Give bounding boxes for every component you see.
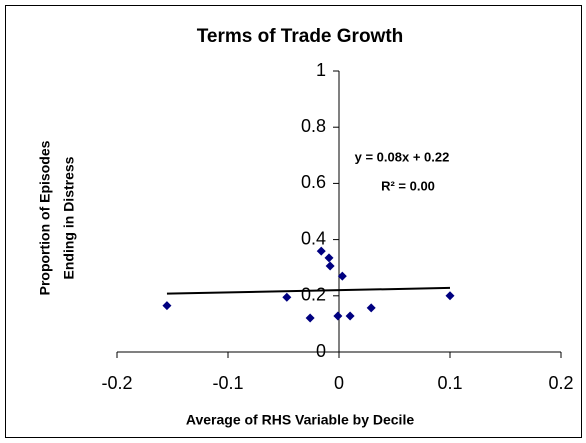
data-point [337,271,347,281]
y-axis-label: Proportion of Episodes [37,140,53,295]
data-point [345,311,355,321]
trend-line [166,286,451,295]
data-point [162,301,172,311]
y-tick-label: 0.4 [301,228,326,248]
trend-r-squared: R² = 0.00 [381,178,435,193]
y-tick-label: 0.6 [301,172,326,192]
data-point [316,246,326,256]
y-tick-label: 0 [316,341,326,361]
chart-border [5,5,582,438]
data-point [445,291,455,301]
x-tick-label: 0 [334,373,344,393]
chart-title: Terms of Trade Growth [197,26,404,47]
data-point [282,292,292,302]
data-point [366,303,376,313]
x-tick-label: -0.2 [101,373,132,393]
y-tick-label: 0.8 [301,116,326,136]
y-axis-label: Ending in Distress [61,156,77,279]
data-point [333,311,343,321]
y-tick-label: 0.2 [301,285,326,305]
data-point [305,313,315,323]
x-tick-label: -0.1 [212,373,243,393]
x-axis-label: Average of RHS Variable by Decile [186,412,414,428]
x-tick-label: 0.1 [437,373,462,393]
data-point [324,253,334,263]
x-tick-label: 0.2 [548,373,573,393]
y-tick-label: 1 [316,60,326,80]
data-point [325,261,335,271]
trend-equation: y = 0.08x + 0.22 [355,149,450,164]
